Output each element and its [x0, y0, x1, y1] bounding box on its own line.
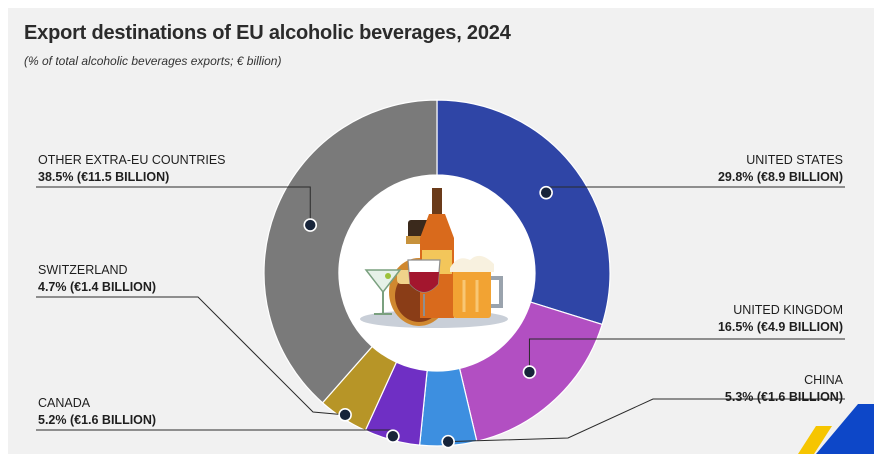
value-label-china: 5.3% (€1.6 BILLION) — [725, 390, 843, 404]
leader-line-other-extra-eu-countries — [36, 186, 311, 226]
label-united-kingdom: UNITED KINGDOM — [733, 303, 843, 317]
donut-chart: UNITED STATES 29.8% (€8.9 BILLION) UNITED … — [36, 99, 874, 454]
value-label-united-kingdom: 16.5% (€4.9 BILLION) — [718, 320, 843, 334]
leader-line-canada — [36, 429, 394, 437]
leader-line-switzerland — [36, 296, 346, 416]
label-united-states: UNITED STATES — [746, 153, 843, 167]
marker-china — [441, 434, 455, 449]
beverages-illustration-icon — [339, 175, 535, 371]
eurostat-logo-icon — [798, 404, 874, 454]
value-label-switzerland: 4.7% (€1.4 BILLION) — [38, 280, 156, 294]
infographic-frame: Export destinations of EU alcoholic beve… — [8, 8, 874, 454]
label-switzerland: SWITZERLAND — [38, 263, 128, 277]
marker-canada — [386, 429, 400, 443]
chart-title: Export destinations of EU alcoholic beve… — [24, 22, 511, 44]
marker-switzerland — [338, 408, 352, 422]
marker-united-kingdom — [522, 365, 537, 379]
value-label-united-states: 29.8% (€8.9 BILLION) — [718, 170, 843, 184]
chart-subtitle: (% of total alcoholic beverages exports;… — [24, 54, 282, 68]
leader-line-united-kingdom — [528, 338, 845, 373]
label-china: CHINA — [804, 373, 844, 387]
value-label-canada: 5.2% (€1.6 BILLION) — [38, 413, 156, 427]
label-other-extra-eu-countries: OTHER EXTRA-EU COUNTRIES — [38, 153, 226, 167]
marker-united-states — [539, 185, 553, 200]
label-canada: CANADA — [38, 396, 91, 410]
slice-labels: UNITED STATES 29.8% (€8.9 BILLION) UNITED … — [38, 153, 844, 427]
value-label-other-extra-eu-countries: 38.5% (€11.5 BILLION) — [38, 170, 169, 184]
marker-other-extra-eu-countries — [303, 218, 318, 232]
leader-lines — [36, 185, 845, 449]
leader-line-united-states — [545, 186, 845, 193]
leader-line-china — [448, 398, 845, 443]
